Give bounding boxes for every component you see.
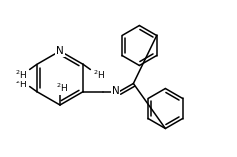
Text: N: N: [56, 46, 64, 56]
Text: $^{2}$H: $^{2}$H: [93, 68, 105, 81]
Text: $^{2}$H: $^{2}$H: [14, 77, 27, 90]
Text: $^{2}$H: $^{2}$H: [56, 82, 68, 94]
Text: N: N: [111, 87, 119, 97]
Text: $^{2}$H: $^{2}$H: [14, 68, 27, 81]
